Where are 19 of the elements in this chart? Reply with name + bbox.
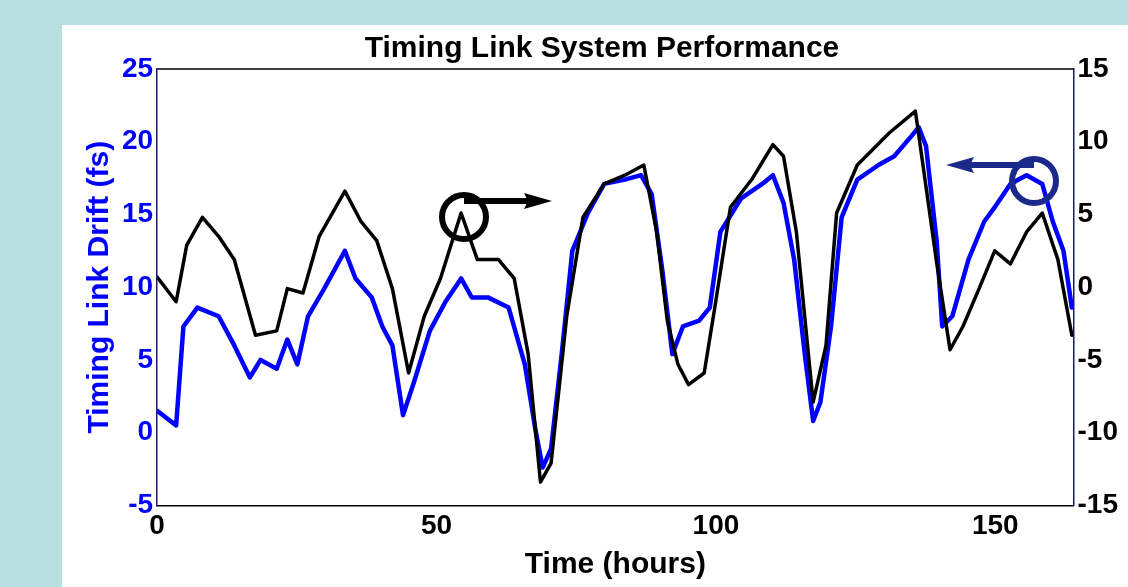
x-tick-label: 150 <box>971 508 1019 540</box>
y-tick-label: 15 <box>121 197 154 229</box>
y2-tick-label: 0 <box>1077 269 1094 301</box>
x-axis-title: Time (hours) <box>524 546 706 580</box>
y-tick-label: 5 <box>137 342 154 374</box>
y2-tick-label: 5 <box>1077 197 1094 229</box>
x-tick-label: 50 <box>420 508 453 540</box>
y-tick-label: 0 <box>137 415 154 447</box>
y-tick-label: 25 <box>121 51 154 83</box>
chart-title: Timing Link System Performance <box>364 30 840 64</box>
y2-tick-label: -5 <box>1077 342 1103 374</box>
y-axis-title: Timing Link Drift (fs) <box>81 140 115 434</box>
y2-tick-label: 10 <box>1077 124 1109 156</box>
y2-tick-label: -10 <box>1077 415 1118 447</box>
y-tick-label: 10 <box>121 269 154 301</box>
x-tick-label: 100 <box>692 508 740 540</box>
y-tick-label: 20 <box>121 124 154 156</box>
y2-tick-label: -15 <box>1077 488 1118 520</box>
y2-tick-label: 15 <box>1077 51 1109 83</box>
